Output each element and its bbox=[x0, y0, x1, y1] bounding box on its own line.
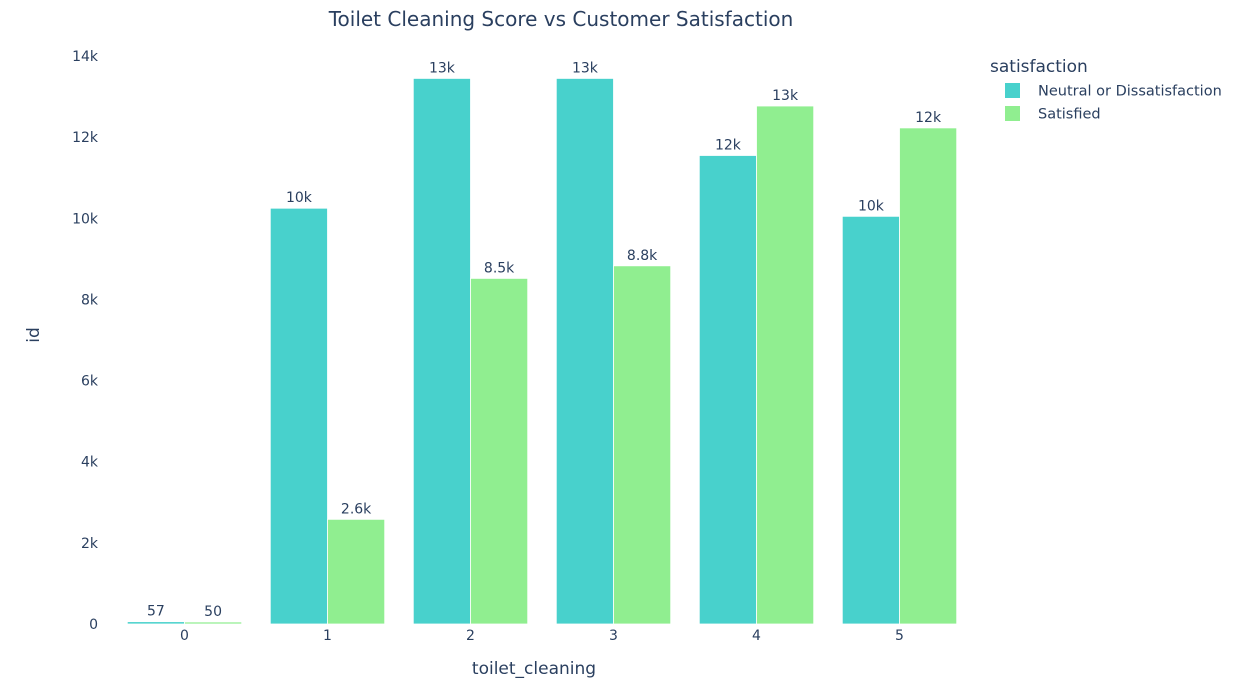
bar-value-label: 10k bbox=[858, 198, 885, 214]
y-tick-label: 0 bbox=[89, 617, 98, 633]
x-tick-label: 5 bbox=[895, 628, 904, 644]
chart-title: Toilet Cleaning Score vs Customer Satisf… bbox=[328, 7, 794, 31]
bar-value-label: 2.6k bbox=[341, 501, 372, 517]
bar-value-label: 57 bbox=[147, 604, 165, 620]
bar-neutral-0[interactable] bbox=[126, 621, 185, 625]
y-tick-label: 6k bbox=[81, 374, 99, 390]
x-axis-ticks: 0 1 2 3 4 5 bbox=[180, 628, 904, 644]
bar-neutral-3[interactable] bbox=[555, 78, 614, 625]
y-tick-label: 10k bbox=[72, 211, 99, 227]
bar-satisfied-5[interactable] bbox=[899, 127, 958, 625]
bar-value-label: 10k bbox=[286, 190, 313, 206]
x-tick-label: 4 bbox=[752, 628, 761, 644]
legend-label: Satisfied bbox=[1038, 107, 1101, 123]
bar-value-label: 8.5k bbox=[484, 260, 515, 276]
x-tick-label: 2 bbox=[466, 628, 475, 644]
y-tick-label: 14k bbox=[72, 49, 99, 65]
x-tick-label: 3 bbox=[609, 628, 618, 644]
legend-items[interactable]: Neutral or Dissatisfaction Satisfied bbox=[1005, 83, 1222, 123]
legend-swatch bbox=[1005, 83, 1020, 98]
y-tick-label: 12k bbox=[72, 130, 99, 146]
y-axis-ticks: 0 2k 4k 6k 8k 10k 12k 14k bbox=[72, 49, 99, 633]
bar-neutral-5[interactable] bbox=[841, 215, 900, 625]
bar-satisfied-2[interactable] bbox=[470, 277, 529, 625]
x-tick-label: 0 bbox=[180, 628, 189, 644]
bar-satisfied-4[interactable] bbox=[756, 105, 815, 625]
bar-satisfied-0[interactable] bbox=[184, 621, 243, 625]
bar-satisfied-3[interactable] bbox=[613, 265, 672, 625]
bar-satisfied-1[interactable] bbox=[327, 518, 386, 625]
legend-swatch bbox=[1005, 106, 1020, 121]
bar-value-label: 12k bbox=[715, 137, 742, 153]
y-tick-label: 8k bbox=[81, 292, 99, 308]
bar-labels: 57 50 10k 2.6k 13k 8.5k 13k 8.8k 12k 13k 10k 12k bbox=[147, 60, 942, 620]
x-axis-title: toilet_cleaning bbox=[472, 659, 596, 679]
bar-value-label: 13k bbox=[572, 60, 599, 76]
bar-value-label: 13k bbox=[772, 88, 799, 104]
x-tick-label: 1 bbox=[323, 628, 332, 644]
legend-item[interactable]: Satisfied bbox=[1005, 106, 1101, 123]
bar-neutral-2[interactable] bbox=[412, 78, 471, 625]
y-tick-label: 2k bbox=[81, 536, 99, 552]
legend-title: satisfaction bbox=[990, 57, 1088, 77]
bar-value-label: 8.8k bbox=[627, 248, 658, 264]
y-tick-label: 4k bbox=[81, 455, 99, 471]
bar-neutral-1[interactable] bbox=[269, 207, 328, 625]
bar-neutral-4[interactable] bbox=[698, 155, 757, 625]
bars[interactable] bbox=[126, 78, 958, 625]
bar-value-label: 50 bbox=[204, 604, 222, 620]
bar-value-label: 12k bbox=[915, 110, 942, 126]
legend-label: Neutral or Dissatisfaction bbox=[1038, 84, 1222, 100]
y-axis-title: id bbox=[24, 327, 44, 343]
legend-item[interactable]: Neutral or Dissatisfaction bbox=[1005, 83, 1222, 100]
bar-value-label: 13k bbox=[429, 60, 456, 76]
legend: satisfaction Neutral or Dissatisfaction S… bbox=[990, 57, 1222, 123]
